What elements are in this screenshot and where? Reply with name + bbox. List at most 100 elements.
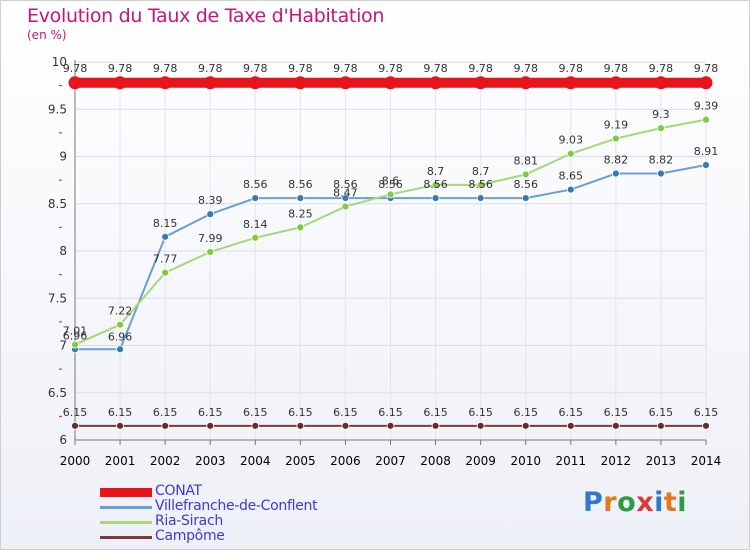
logo-letter: P bbox=[583, 487, 604, 518]
data-label-camp-me: 6.15 bbox=[198, 406, 223, 419]
data-point-ria-sirach bbox=[476, 180, 485, 189]
data-point-conat bbox=[68, 76, 82, 90]
data-label-ria-sirach: 8.7 bbox=[472, 165, 490, 178]
data-label-conat: 9.78 bbox=[649, 62, 674, 75]
data-point-villefranche-de-conflent bbox=[611, 169, 620, 178]
data-point-camp-me bbox=[71, 421, 79, 430]
data-point-ria-sirach bbox=[386, 190, 395, 199]
legend-swatch-conat-bar bbox=[100, 488, 152, 497]
data-label-camp-me: 6.15 bbox=[333, 406, 358, 419]
data-label-ria-sirach: 8.25 bbox=[288, 207, 313, 220]
data-label-villefranche-de-conflent: 8.15 bbox=[153, 217, 178, 230]
x-tick-label: 2013 bbox=[646, 454, 677, 468]
data-point-ria-sirach bbox=[116, 320, 124, 329]
data-point-villefranche-de-conflent bbox=[116, 345, 124, 354]
x-tick-label: 2012 bbox=[601, 454, 632, 468]
data-point-conat bbox=[338, 76, 352, 90]
y-tick-label: 9 bbox=[59, 150, 67, 164]
data-label-villefranche-de-conflent: 8.82 bbox=[604, 154, 629, 167]
x-tick-label: 2003 bbox=[195, 454, 226, 468]
data-label-villefranche-de-conflent: 8.56 bbox=[468, 178, 493, 191]
data-point-conat bbox=[564, 76, 578, 90]
data-point-ria-sirach bbox=[702, 115, 710, 124]
data-point-villefranche-de-conflent bbox=[476, 194, 485, 202]
data-point-ria-sirach bbox=[341, 202, 350, 211]
data-label-villefranche-de-conflent: 8.91 bbox=[694, 145, 719, 158]
data-label-camp-me: 6.15 bbox=[108, 406, 133, 419]
legend-swatch-villefranche-bar bbox=[100, 506, 152, 509]
data-point-villefranche-de-conflent bbox=[657, 169, 665, 178]
data-label-ria-sirach: 9.19 bbox=[604, 119, 629, 132]
data-label-conat: 9.78 bbox=[513, 62, 538, 75]
data-point-camp-me bbox=[206, 421, 215, 430]
data-label-camp-me: 6.15 bbox=[649, 406, 674, 419]
data-label-conat: 9.78 bbox=[288, 62, 313, 75]
logo-letter: t bbox=[663, 487, 678, 518]
data-label-conat: 9.78 bbox=[559, 62, 584, 75]
data-point-ria-sirach bbox=[611, 134, 620, 143]
data-label-villefranche-de-conflent: 6.96 bbox=[108, 330, 133, 343]
x-tick-label: 2002 bbox=[150, 454, 181, 468]
data-label-villefranche-de-conflent: 8.39 bbox=[198, 194, 223, 207]
x-tick-label: 2011 bbox=[556, 454, 587, 468]
data-point-conat bbox=[293, 76, 307, 90]
data-label-conat: 9.78 bbox=[108, 62, 133, 75]
data-label-ria-sirach: 9.3 bbox=[652, 108, 670, 121]
data-label-ria-sirach: 8.6 bbox=[382, 174, 400, 187]
data-point-camp-me bbox=[611, 421, 620, 430]
data-point-ria-sirach bbox=[161, 268, 170, 277]
x-tick-label: 2010 bbox=[510, 454, 541, 468]
data-point-villefranche-de-conflent bbox=[161, 232, 170, 241]
data-point-villefranche-de-conflent bbox=[341, 194, 350, 202]
data-label-ria-sirach: 8.7 bbox=[427, 165, 445, 178]
data-label-villefranche-de-conflent: 8.56 bbox=[513, 178, 538, 191]
legend-swatch-ria-sirach-bar bbox=[100, 521, 152, 524]
data-label-ria-sirach: 8.14 bbox=[243, 218, 268, 231]
data-point-conat bbox=[158, 76, 172, 90]
data-point-camp-me bbox=[657, 421, 665, 430]
data-label-villefranche-de-conflent: 8.56 bbox=[333, 178, 358, 191]
data-point-villefranche-de-conflent bbox=[206, 210, 215, 219]
x-tick-label: 2001 bbox=[105, 454, 136, 468]
data-label-camp-me: 6.15 bbox=[423, 406, 448, 419]
data-label-ria-sirach: 7.99 bbox=[198, 232, 223, 245]
data-label-camp-me: 6.15 bbox=[694, 406, 719, 419]
x-tick-label: 2008 bbox=[420, 454, 451, 468]
data-point-ria-sirach bbox=[431, 180, 440, 189]
y-tick-label: 10 bbox=[52, 55, 67, 69]
data-point-ria-sirach bbox=[521, 170, 530, 179]
data-label-ria-sirach: 7.22 bbox=[108, 305, 133, 318]
data-point-villefranche-de-conflent bbox=[702, 161, 710, 169]
x-tick-label: 2009 bbox=[465, 454, 496, 468]
data-point-villefranche-de-conflent bbox=[296, 194, 305, 202]
data-labels: 9.78 9.78 9.78 9.78 9.78 9.78 9.78 9.78 9.78 9.78… bbox=[63, 62, 719, 419]
data-point-camp-me bbox=[431, 421, 440, 430]
data-point-camp-me bbox=[116, 421, 124, 430]
legend-label-campome: Campôme bbox=[155, 528, 225, 544]
data-label-conat: 9.78 bbox=[604, 62, 629, 75]
data-point-conat bbox=[699, 76, 713, 90]
x-tick-label: 2005 bbox=[285, 454, 316, 468]
data-point-villefranche-de-conflent bbox=[566, 185, 575, 194]
y-tick-label: 8.5 bbox=[48, 197, 67, 211]
legend-label-villefranche: Villefranche-de-Conflent bbox=[155, 498, 318, 514]
logo-letter: i bbox=[677, 487, 688, 518]
data-label-conat: 9.78 bbox=[153, 62, 178, 75]
y-tick-label: 6 bbox=[59, 433, 67, 447]
data-point-camp-me bbox=[161, 421, 170, 430]
data-point-conat bbox=[474, 76, 488, 90]
data-point-conat bbox=[429, 76, 443, 90]
chart-unit: (en %) bbox=[27, 28, 67, 42]
data-point-camp-me bbox=[386, 421, 395, 430]
data-point-ria-sirach bbox=[206, 248, 215, 256]
x-tick-label: 2006 bbox=[330, 454, 361, 468]
y-tick-label: 9.5 bbox=[48, 102, 67, 116]
legend-label-conat: CONAT bbox=[155, 483, 202, 499]
y-tick-label: 6.5 bbox=[48, 386, 67, 400]
data-point-villefranche-de-conflent bbox=[431, 194, 440, 202]
logo-letter: o bbox=[617, 487, 637, 518]
data-point-ria-sirach bbox=[657, 124, 665, 133]
logo-letter: x bbox=[636, 487, 655, 518]
